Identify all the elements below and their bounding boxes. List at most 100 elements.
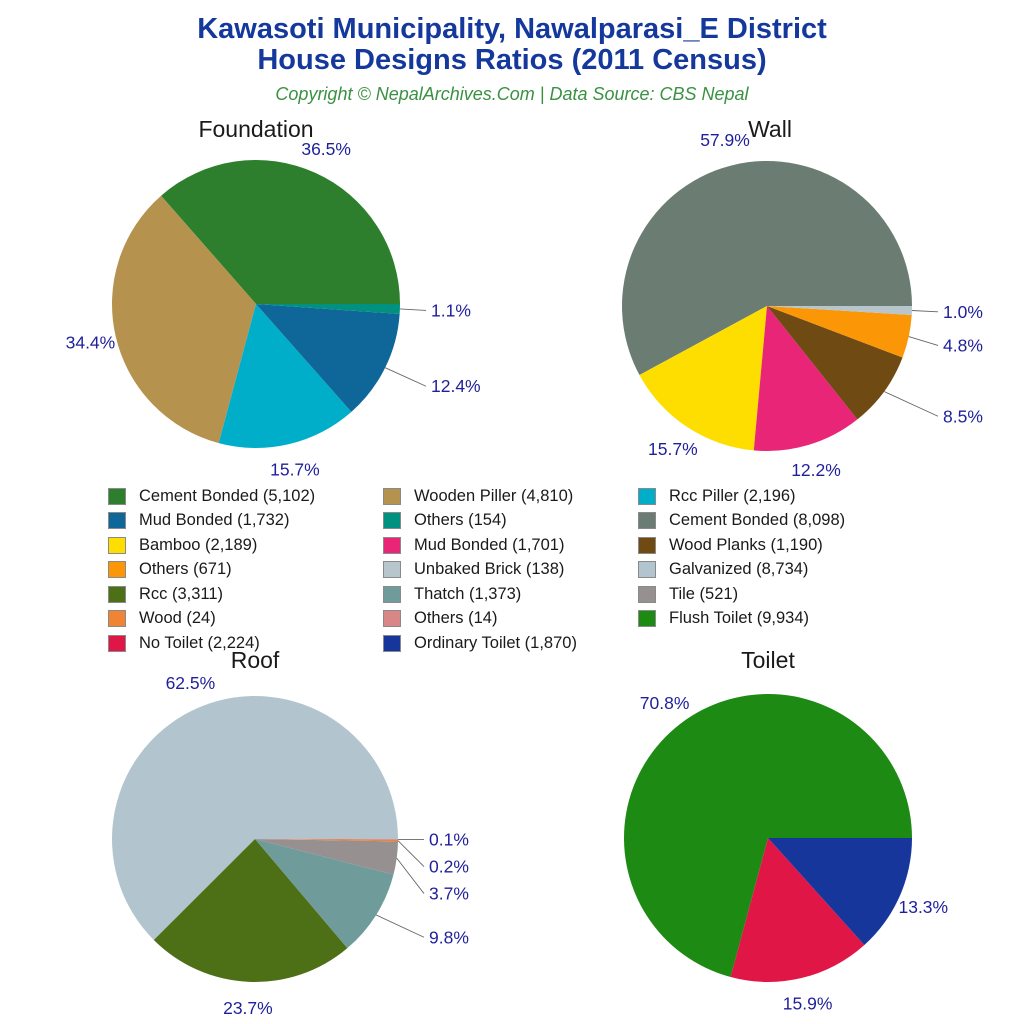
legend-swatch bbox=[638, 610, 656, 628]
leader-line bbox=[911, 310, 939, 313]
pie-slice-wall-unbaked-brick bbox=[767, 306, 912, 315]
legend-swatch bbox=[108, 512, 126, 530]
legend-item: Galvanized (8,734) bbox=[638, 558, 845, 583]
legend-swatch bbox=[383, 487, 401, 505]
legend-label: Tile (521) bbox=[669, 584, 739, 603]
pie-slice-foundation-others bbox=[256, 304, 400, 314]
percent-label: 15.7% bbox=[270, 459, 320, 479]
legend-item: Mud Bonded (1,701) bbox=[383, 533, 577, 558]
legend-label: Bamboo (2,189) bbox=[139, 535, 258, 554]
legend-label: No Toilet (2,224) bbox=[139, 633, 260, 652]
legend-item: Ordinary Toilet (1,870) bbox=[383, 631, 577, 656]
pie-slice-wall-bamboo bbox=[639, 306, 767, 451]
legend-item: Rcc (3,311) bbox=[108, 582, 315, 607]
legend-label: Rcc (3,311) bbox=[139, 584, 224, 603]
legend-swatch bbox=[108, 610, 126, 628]
percent-label: 15.9% bbox=[783, 993, 833, 1013]
legend-label: Ordinary Toilet (1,870) bbox=[414, 633, 577, 652]
pie-slice-roof-galvanized bbox=[112, 695, 399, 941]
pie-slice-roof-others bbox=[255, 839, 399, 840]
legend-swatch bbox=[638, 536, 656, 554]
legend-item: No Toilet (2,224) bbox=[108, 631, 315, 656]
pie-slice-roof-wood bbox=[255, 839, 398, 842]
pie-slice-toilet-no-toilet bbox=[730, 838, 865, 982]
legend-item: Thatch (1,373) bbox=[383, 582, 577, 607]
legend-swatch bbox=[383, 634, 401, 652]
legend-item: Bamboo (2,189) bbox=[108, 533, 315, 558]
pie-slice-wall-wood-planks bbox=[767, 306, 903, 420]
percent-label: 70.8% bbox=[640, 693, 690, 713]
leader-line bbox=[397, 840, 425, 867]
page-title-line1: Kawasoti Municipality, Nawalparasi_E Dis… bbox=[197, 13, 827, 45]
pie-title-toilet: Toilet bbox=[741, 647, 795, 673]
legend-label: Unbaked Brick (138) bbox=[414, 560, 565, 579]
legend-swatch bbox=[383, 512, 401, 530]
legend-swatch bbox=[108, 536, 126, 554]
legend-label: Others (14) bbox=[414, 609, 498, 628]
legend-item: Mud Bonded (1,732) bbox=[108, 509, 315, 534]
legend-item: Wooden Piller (4,810) bbox=[383, 484, 577, 509]
legend-swatch bbox=[638, 585, 656, 603]
legend-column-1: Cement Bonded (5,102) Mud Bonded (1,732) B… bbox=[108, 484, 315, 656]
legend-label: Galvanized (8,734) bbox=[669, 560, 809, 579]
percent-label: 0.2% bbox=[429, 857, 469, 877]
pie-slice-toilet-ordinary-toilet bbox=[768, 838, 912, 945]
pie-slice-roof-tile bbox=[255, 839, 398, 875]
legend-swatch bbox=[638, 487, 656, 505]
legend-label: Wood Planks (1,190) bbox=[669, 535, 823, 554]
page-title-line2: House Designs Ratios (2011 Census) bbox=[257, 44, 767, 76]
legend-label: Thatch (1,373) bbox=[414, 584, 522, 603]
legend-label: Others (154) bbox=[414, 511, 507, 530]
pie-slice-foundation-mud-bonded bbox=[256, 304, 400, 412]
legend-swatch bbox=[383, 536, 401, 554]
percent-label: 0.1% bbox=[429, 830, 469, 850]
legend-item: Tile (521) bbox=[638, 582, 845, 607]
legend-label: Wooden Piller (4,810) bbox=[414, 486, 574, 505]
percent-label: 62.5% bbox=[166, 673, 216, 693]
legend-label: Mud Bonded (1,701) bbox=[414, 535, 565, 554]
legend-label: Mud Bonded (1,732) bbox=[139, 511, 290, 530]
legend-item: Wood (24) bbox=[108, 607, 315, 632]
percent-label: 12.4% bbox=[431, 376, 481, 396]
pie-slice-wall-others bbox=[767, 306, 912, 358]
pie-slice-toilet-flush-toilet bbox=[624, 694, 912, 978]
percent-label: 36.5% bbox=[301, 139, 351, 159]
legend-item: Others (154) bbox=[383, 509, 577, 534]
legend-item: Others (14) bbox=[383, 607, 577, 632]
legend: Cement Bonded (5,102) Mud Bonded (1,732) B… bbox=[0, 484, 1024, 656]
legend-label: Cement Bonded (5,102) bbox=[139, 486, 316, 505]
leader-line bbox=[396, 857, 425, 894]
percent-label: 1.0% bbox=[943, 302, 983, 322]
percent-label: 57.9% bbox=[700, 130, 750, 150]
legend-swatch bbox=[383, 585, 401, 603]
percent-label: 4.8% bbox=[943, 335, 983, 355]
legend-item: Others (671) bbox=[108, 558, 315, 583]
legend-item: Cement Bonded (8,098) bbox=[638, 509, 845, 534]
legend-swatch bbox=[638, 561, 656, 579]
legend-item: Flush Toilet (9,934) bbox=[638, 607, 845, 632]
pie-title-wall: Wall bbox=[748, 116, 792, 142]
page-title: Kawasoti Municipality, Nawalparasi_E Dis… bbox=[0, 14, 1024, 76]
pie-slice-foundation-cement-bonded bbox=[161, 159, 400, 304]
percent-label: 12.2% bbox=[791, 460, 841, 480]
pie-slice-wall-cement-bonded bbox=[622, 161, 912, 376]
legend-swatch bbox=[383, 610, 401, 628]
pie-slice-roof-rcc bbox=[153, 839, 348, 982]
legend-swatch bbox=[638, 512, 656, 530]
legend-label: Cement Bonded (8,098) bbox=[669, 511, 846, 530]
pie-title-roof: Roof bbox=[231, 647, 280, 673]
legend-label: Flush Toilet (9,934) bbox=[669, 609, 810, 628]
legend-column-3: Rcc Piller (2,196) Cement Bonded (8,098) W… bbox=[638, 484, 845, 631]
pie-title-foundation: Foundation bbox=[198, 116, 313, 142]
pie-slice-foundation-wooden-piller bbox=[112, 195, 256, 444]
percent-label: 1.1% bbox=[431, 300, 471, 320]
legend-item: Wood Planks (1,190) bbox=[638, 533, 845, 558]
leader-line bbox=[883, 391, 939, 417]
percent-label: 23.7% bbox=[223, 998, 273, 1018]
leader-line bbox=[908, 336, 939, 346]
pie-slice-foundation-rcc-piller bbox=[218, 304, 352, 448]
percent-label: 8.5% bbox=[943, 406, 983, 426]
legend-label: Wood (24) bbox=[139, 609, 216, 628]
legend-item: Cement Bonded (5,102) bbox=[108, 484, 315, 509]
